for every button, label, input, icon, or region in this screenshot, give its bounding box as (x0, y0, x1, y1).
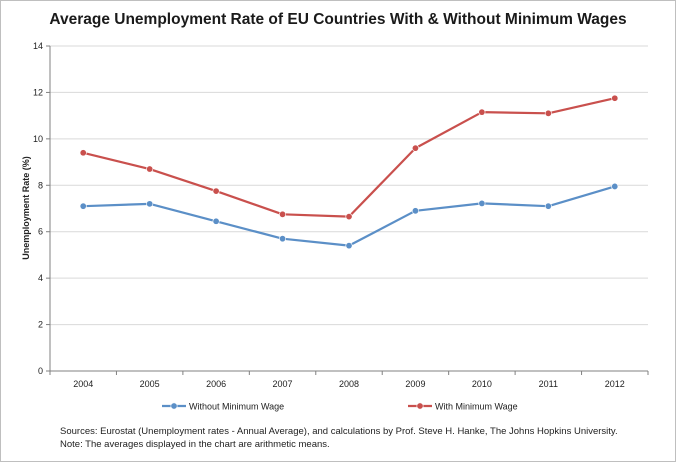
series-1 (79, 94, 619, 221)
data-point-2009 (411, 144, 419, 152)
legend-swatch-marker (416, 402, 424, 410)
sources-note: Sources: Eurostat (Unemployment rates - … (60, 426, 618, 437)
chart-title: Average Unemployment Rate of EU Countrie… (49, 11, 627, 28)
y-tick-label-8: 8 (38, 180, 43, 190)
data-point-2007 (279, 235, 287, 243)
x-tick-label-2011: 2011 (539, 379, 558, 389)
legend-item-1: With Minimum Wage (408, 402, 518, 412)
series-line-1 (82, 97, 616, 218)
x-tick-label-2007: 2007 (273, 379, 293, 389)
y-tick-label-0: 0 (38, 366, 43, 376)
y-tick-label-2: 2 (38, 320, 43, 330)
legend-label-1: With Minimum Wage (435, 402, 518, 412)
data-point-2010 (478, 199, 486, 207)
data-point-2006 (212, 217, 220, 225)
data-point-2009 (411, 207, 419, 215)
x-tick-label-2012: 2012 (605, 379, 625, 389)
averages-note: Note: The averages displayed in the char… (60, 439, 330, 450)
data-point-2011 (544, 202, 552, 210)
y-axis-ticks: 0 2 4 6 8 10 12 14 (33, 41, 50, 376)
data-point-2012 (611, 182, 619, 190)
data-point-2007 (279, 210, 287, 218)
x-tick-label-2009: 2009 (405, 379, 425, 389)
x-tick-label-2008: 2008 (339, 379, 359, 389)
legend: Without Minimum Wage With Minimum Wage (162, 402, 518, 412)
data-point-2005 (146, 165, 154, 173)
y-tick-label-6: 6 (38, 227, 43, 237)
data-point-2005 (146, 200, 154, 208)
data-point-2011 (544, 109, 552, 117)
data-point-2010 (478, 108, 486, 116)
x-tick-label-2004: 2004 (73, 379, 93, 389)
data-point-2008 (345, 242, 353, 250)
x-tick-label-2010: 2010 (472, 379, 492, 389)
data-point-2004 (79, 202, 87, 210)
data-point-2006 (212, 187, 220, 195)
series-lines (79, 94, 619, 250)
x-axis: 2004 2005 2006 2007 2008 2009 2010 2011 2012 (49, 46, 649, 389)
series-0 (79, 182, 619, 250)
legend-item-0: Without Minimum Wage (162, 402, 284, 412)
data-point-2012 (611, 94, 619, 102)
legend-label-0: Without Minimum Wage (189, 402, 284, 412)
y-axis-label: Unemployment Rate (%) (21, 156, 31, 260)
x-tick-label-2005: 2005 (140, 379, 160, 389)
x-tick-label-2006: 2006 (206, 379, 226, 389)
data-point-2008 (345, 213, 353, 221)
data-point-2004 (79, 149, 87, 157)
legend-swatch-marker (170, 402, 178, 410)
y-tick-label-12: 12 (33, 87, 43, 97)
y-tick-label-10: 10 (33, 134, 43, 144)
gridlines (50, 45, 648, 326)
y-tick-label-14: 14 (33, 41, 43, 51)
y-tick-label-4: 4 (38, 273, 43, 283)
